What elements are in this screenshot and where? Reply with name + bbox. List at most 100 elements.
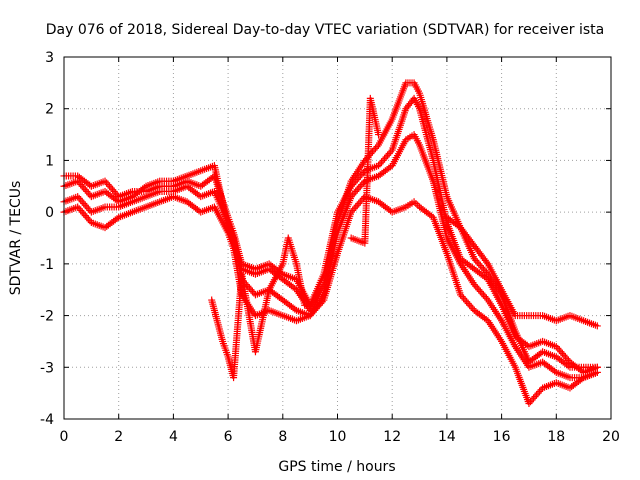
data-point xyxy=(81,186,89,194)
data-point xyxy=(356,182,364,190)
data-point xyxy=(478,289,486,297)
data-point xyxy=(306,312,314,320)
data-point xyxy=(458,293,466,301)
data-point xyxy=(350,205,358,213)
data-point xyxy=(78,198,86,206)
data-point xyxy=(349,181,357,189)
data-point xyxy=(385,150,393,158)
x-tick-label: 8 xyxy=(278,429,287,445)
data-point xyxy=(371,144,379,152)
data-point xyxy=(77,206,85,214)
y-tick-labels: -4 -3 -2 -1 0 1 2 3 xyxy=(40,50,54,428)
data-point xyxy=(291,305,299,313)
data-point xyxy=(84,189,92,197)
data-point xyxy=(77,196,85,204)
data-point xyxy=(80,200,88,208)
data-point xyxy=(318,298,326,306)
data-point xyxy=(77,181,85,189)
data-point xyxy=(476,262,484,270)
x-tick-label: 2 xyxy=(114,429,123,445)
data-point xyxy=(75,194,83,202)
data-point xyxy=(534,389,542,397)
data-point xyxy=(356,198,364,206)
data-point xyxy=(455,222,463,230)
data-point xyxy=(561,353,569,361)
plot-frame xyxy=(63,56,612,420)
data-point xyxy=(481,293,489,301)
data-point xyxy=(110,187,118,195)
data-point xyxy=(593,368,601,376)
x-tick-label: 6 xyxy=(224,429,233,445)
data-point xyxy=(368,148,376,156)
data-point xyxy=(355,200,363,208)
data-point xyxy=(81,201,89,209)
data-point xyxy=(457,291,465,299)
data-point xyxy=(375,131,383,139)
data-point xyxy=(558,349,566,357)
data-point xyxy=(358,170,366,178)
data-point xyxy=(470,255,478,263)
x-tick-label: 18 xyxy=(547,429,565,445)
data-point xyxy=(83,187,91,195)
data-point xyxy=(347,182,355,190)
data-point xyxy=(317,300,325,308)
data-point xyxy=(83,203,91,211)
data-marks xyxy=(60,79,601,407)
data-point xyxy=(528,396,536,404)
series-day-5 xyxy=(208,94,601,382)
data-point xyxy=(560,351,568,359)
data-point xyxy=(475,260,483,268)
data-point xyxy=(525,399,533,407)
data-point xyxy=(479,265,487,273)
data-point xyxy=(104,181,112,189)
data-point xyxy=(531,393,539,401)
data-point xyxy=(382,153,390,161)
data-point xyxy=(578,375,586,383)
data-point xyxy=(101,177,109,185)
data-point xyxy=(353,186,361,194)
data-point xyxy=(460,294,468,302)
data-point xyxy=(554,344,562,352)
data-point xyxy=(106,182,114,190)
y-tick-label: -2 xyxy=(40,309,54,325)
data-point xyxy=(74,193,82,201)
data-point xyxy=(112,189,120,197)
x-tick-label: 4 xyxy=(169,429,178,445)
y-tick-label: 2 xyxy=(45,102,54,118)
data-point xyxy=(248,287,256,295)
data-point xyxy=(78,182,86,190)
data-point xyxy=(387,148,395,156)
data-point xyxy=(311,306,319,314)
data-point xyxy=(247,286,255,294)
data-point xyxy=(472,282,480,290)
data-point xyxy=(347,193,355,201)
data-point xyxy=(379,156,387,164)
x-axis-label: GPS time / hours xyxy=(278,459,395,475)
data-point xyxy=(113,215,121,223)
data-point xyxy=(563,355,571,363)
data-point xyxy=(81,212,89,220)
series-day-2 xyxy=(60,94,601,376)
data-point xyxy=(464,300,472,308)
data-point xyxy=(352,177,360,185)
data-point xyxy=(78,208,86,216)
data-point xyxy=(358,196,366,204)
data-point xyxy=(84,205,92,213)
data-point xyxy=(478,263,486,271)
data-point xyxy=(473,284,481,292)
data-point xyxy=(245,284,253,292)
y-tick-label: 0 xyxy=(45,205,54,221)
x-tick-label: 12 xyxy=(383,429,401,445)
data-point xyxy=(375,162,383,170)
data-point xyxy=(467,303,475,311)
data-point xyxy=(466,301,474,309)
y-tick-label: -3 xyxy=(40,360,54,376)
data-point xyxy=(412,200,420,208)
x-tick-labels: 0 2 4 6 8 10 12 14 16 18 20 xyxy=(60,429,620,445)
data-point xyxy=(315,301,323,309)
chart-title: Day 076 of 2018, Sidereal Day-to-day VTE… xyxy=(46,22,604,38)
data-point xyxy=(593,322,601,330)
data-point xyxy=(353,201,361,209)
data-point xyxy=(470,281,478,289)
